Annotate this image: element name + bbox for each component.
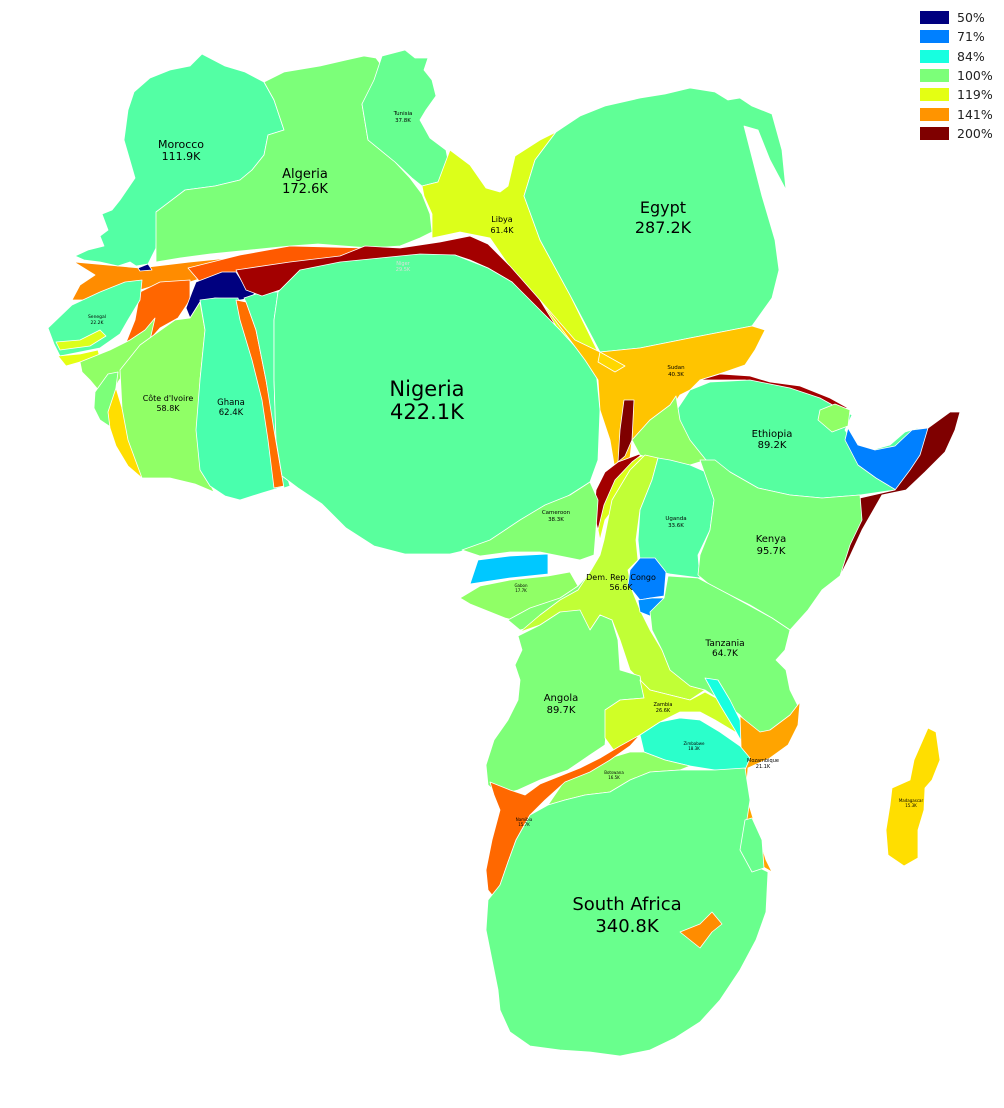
region-sudan-sliver[interactable] (597, 351, 626, 373)
label-south-africa-value: 340.8K (595, 916, 660, 937)
region-namibia[interactable] (485, 734, 641, 901)
label-uganda-name: Uganda (665, 516, 686, 522)
region-angola[interactable] (485, 609, 645, 796)
label-angola-name: Angola (544, 693, 579, 704)
legend-swatch (920, 107, 949, 121)
label-dr-congo-name: Dem. Rep. Congo (586, 573, 656, 582)
region-tanzania[interactable] (649, 575, 801, 741)
label-tanzania-name: Tanzania (704, 639, 744, 649)
legend-label: 200% (957, 125, 993, 141)
region-south-sudan-dark[interactable] (617, 399, 635, 463)
label-cote-divoire-name: Côte d'Ivoire (143, 393, 194, 403)
legend-item: 50% (920, 8, 993, 27)
label-senegal-value: 22.2K (91, 320, 105, 326)
legend-swatch (920, 69, 949, 83)
region-egypt[interactable] (523, 87, 787, 353)
label-zambia-name: Zambia (654, 702, 673, 708)
label-libya-name: Libya (491, 215, 512, 224)
region-mali-south[interactable] (124, 279, 191, 346)
label-egypt-value: 287.2K (635, 218, 692, 237)
country-labels: Nigeria 422.1K South Africa 340.8K Egypt… (88, 111, 924, 937)
region-eswatini[interactable] (739, 817, 765, 873)
region-somalia[interactable] (837, 411, 961, 577)
label-senegal-name: Senegal (88, 314, 106, 320)
label-ghana-name: Ghana (217, 398, 245, 408)
legend: 50% 71% 84% 100% 119% 141% 200% (920, 8, 993, 143)
label-mozambique-name: Mozambique (747, 758, 779, 764)
label-cote-divoire-value: 58.8K (156, 404, 180, 413)
label-ethiopia-name: Ethiopia (752, 429, 793, 440)
legend-swatch (920, 30, 949, 44)
legend-label: 100% (957, 68, 993, 84)
label-ethiopia-value: 89.2K (758, 440, 787, 451)
label-gabon-value: 17.7K (515, 588, 527, 593)
legend-label: 71% (957, 29, 985, 45)
legend-label: 141% (957, 106, 993, 122)
legend-item: 100% (920, 66, 993, 85)
region-lesotho[interactable] (679, 911, 723, 949)
region-cameroon[interactable] (461, 481, 599, 561)
legend-item: 141% (920, 104, 993, 123)
label-south-africa-name: South Africa (572, 894, 681, 915)
label-tunisia-name: Tunisia (393, 111, 413, 117)
region-uganda[interactable] (637, 457, 715, 579)
label-cameroon-value: 38.3K (548, 517, 564, 523)
label-namibia-value: 15.7K (518, 822, 530, 827)
legend-item: 119% (920, 85, 993, 104)
label-niger-name: Niger (396, 261, 410, 267)
label-nigeria-value: 422.1K (390, 400, 465, 424)
label-morocco-name: Morocco (158, 138, 204, 151)
label-zimbabwe-value: 18.3K (688, 746, 700, 751)
label-niger-value: 29.5K (396, 267, 411, 273)
legend-item: 71% (920, 27, 993, 46)
label-botswana-value: 16.5K (608, 775, 620, 780)
region-madagascar[interactable] (885, 727, 941, 867)
label-tunisia-value: 37.8K (395, 118, 411, 124)
label-algeria-value: 172.6K (282, 182, 328, 197)
label-angola-value: 89.7K (547, 705, 576, 716)
legend-label: 84% (957, 48, 985, 64)
label-kenya-value: 95.7K (757, 546, 786, 557)
region-kenya[interactable] (697, 459, 863, 631)
legend-swatch (920, 49, 949, 63)
label-tanzania-value: 64.7K (712, 649, 739, 659)
label-zambia-value: 26.6K (656, 708, 671, 714)
label-ghana-value: 62.4K (219, 408, 244, 418)
region-gambia[interactable] (55, 329, 107, 351)
label-botswana-name: Botswana (604, 770, 624, 775)
label-algeria-name: Algeria (282, 167, 328, 182)
label-namibia-name: Namibia (516, 817, 533, 822)
label-morocco-value: 111.9K (162, 150, 201, 163)
label-mozambique-value: 21.1K (756, 764, 771, 770)
label-dr-congo-value: 56.6K (609, 583, 633, 592)
legend-swatch (920, 126, 949, 140)
label-gabon-name: Gabon (514, 583, 528, 588)
legend-label: 50% (957, 10, 985, 26)
label-cameroon-name: Cameroon (542, 510, 571, 516)
legend-item: 200% (920, 124, 993, 143)
region-djibouti[interactable] (817, 403, 851, 433)
label-nigeria-name: Nigeria (389, 377, 464, 401)
region-equatorial-guinea[interactable] (469, 553, 549, 585)
region-south-africa[interactable] (485, 767, 769, 1057)
label-kenya-name: Kenya (756, 534, 787, 545)
label-madagascar-name: Madagascar (899, 798, 924, 803)
label-sudan-value: 40.3K (668, 372, 684, 378)
legend-item: 84% (920, 47, 993, 66)
region-small-dark-blue[interactable] (137, 263, 153, 272)
label-sudan-name: Sudan (667, 365, 685, 371)
label-madagascar-value: 15.3K (905, 803, 917, 808)
legend-label: 119% (957, 87, 993, 103)
label-libya-value: 61.4K (490, 226, 514, 235)
label-zimbabwe-name: Zimbabwe (683, 741, 705, 746)
region-burkina-faso[interactable] (185, 271, 257, 319)
label-uganda-value: 33.6K (668, 523, 684, 529)
label-egypt-name: Egypt (640, 198, 686, 217)
legend-swatch (920, 88, 949, 102)
legend-swatch (920, 11, 949, 25)
region-tunisia[interactable] (361, 49, 451, 187)
